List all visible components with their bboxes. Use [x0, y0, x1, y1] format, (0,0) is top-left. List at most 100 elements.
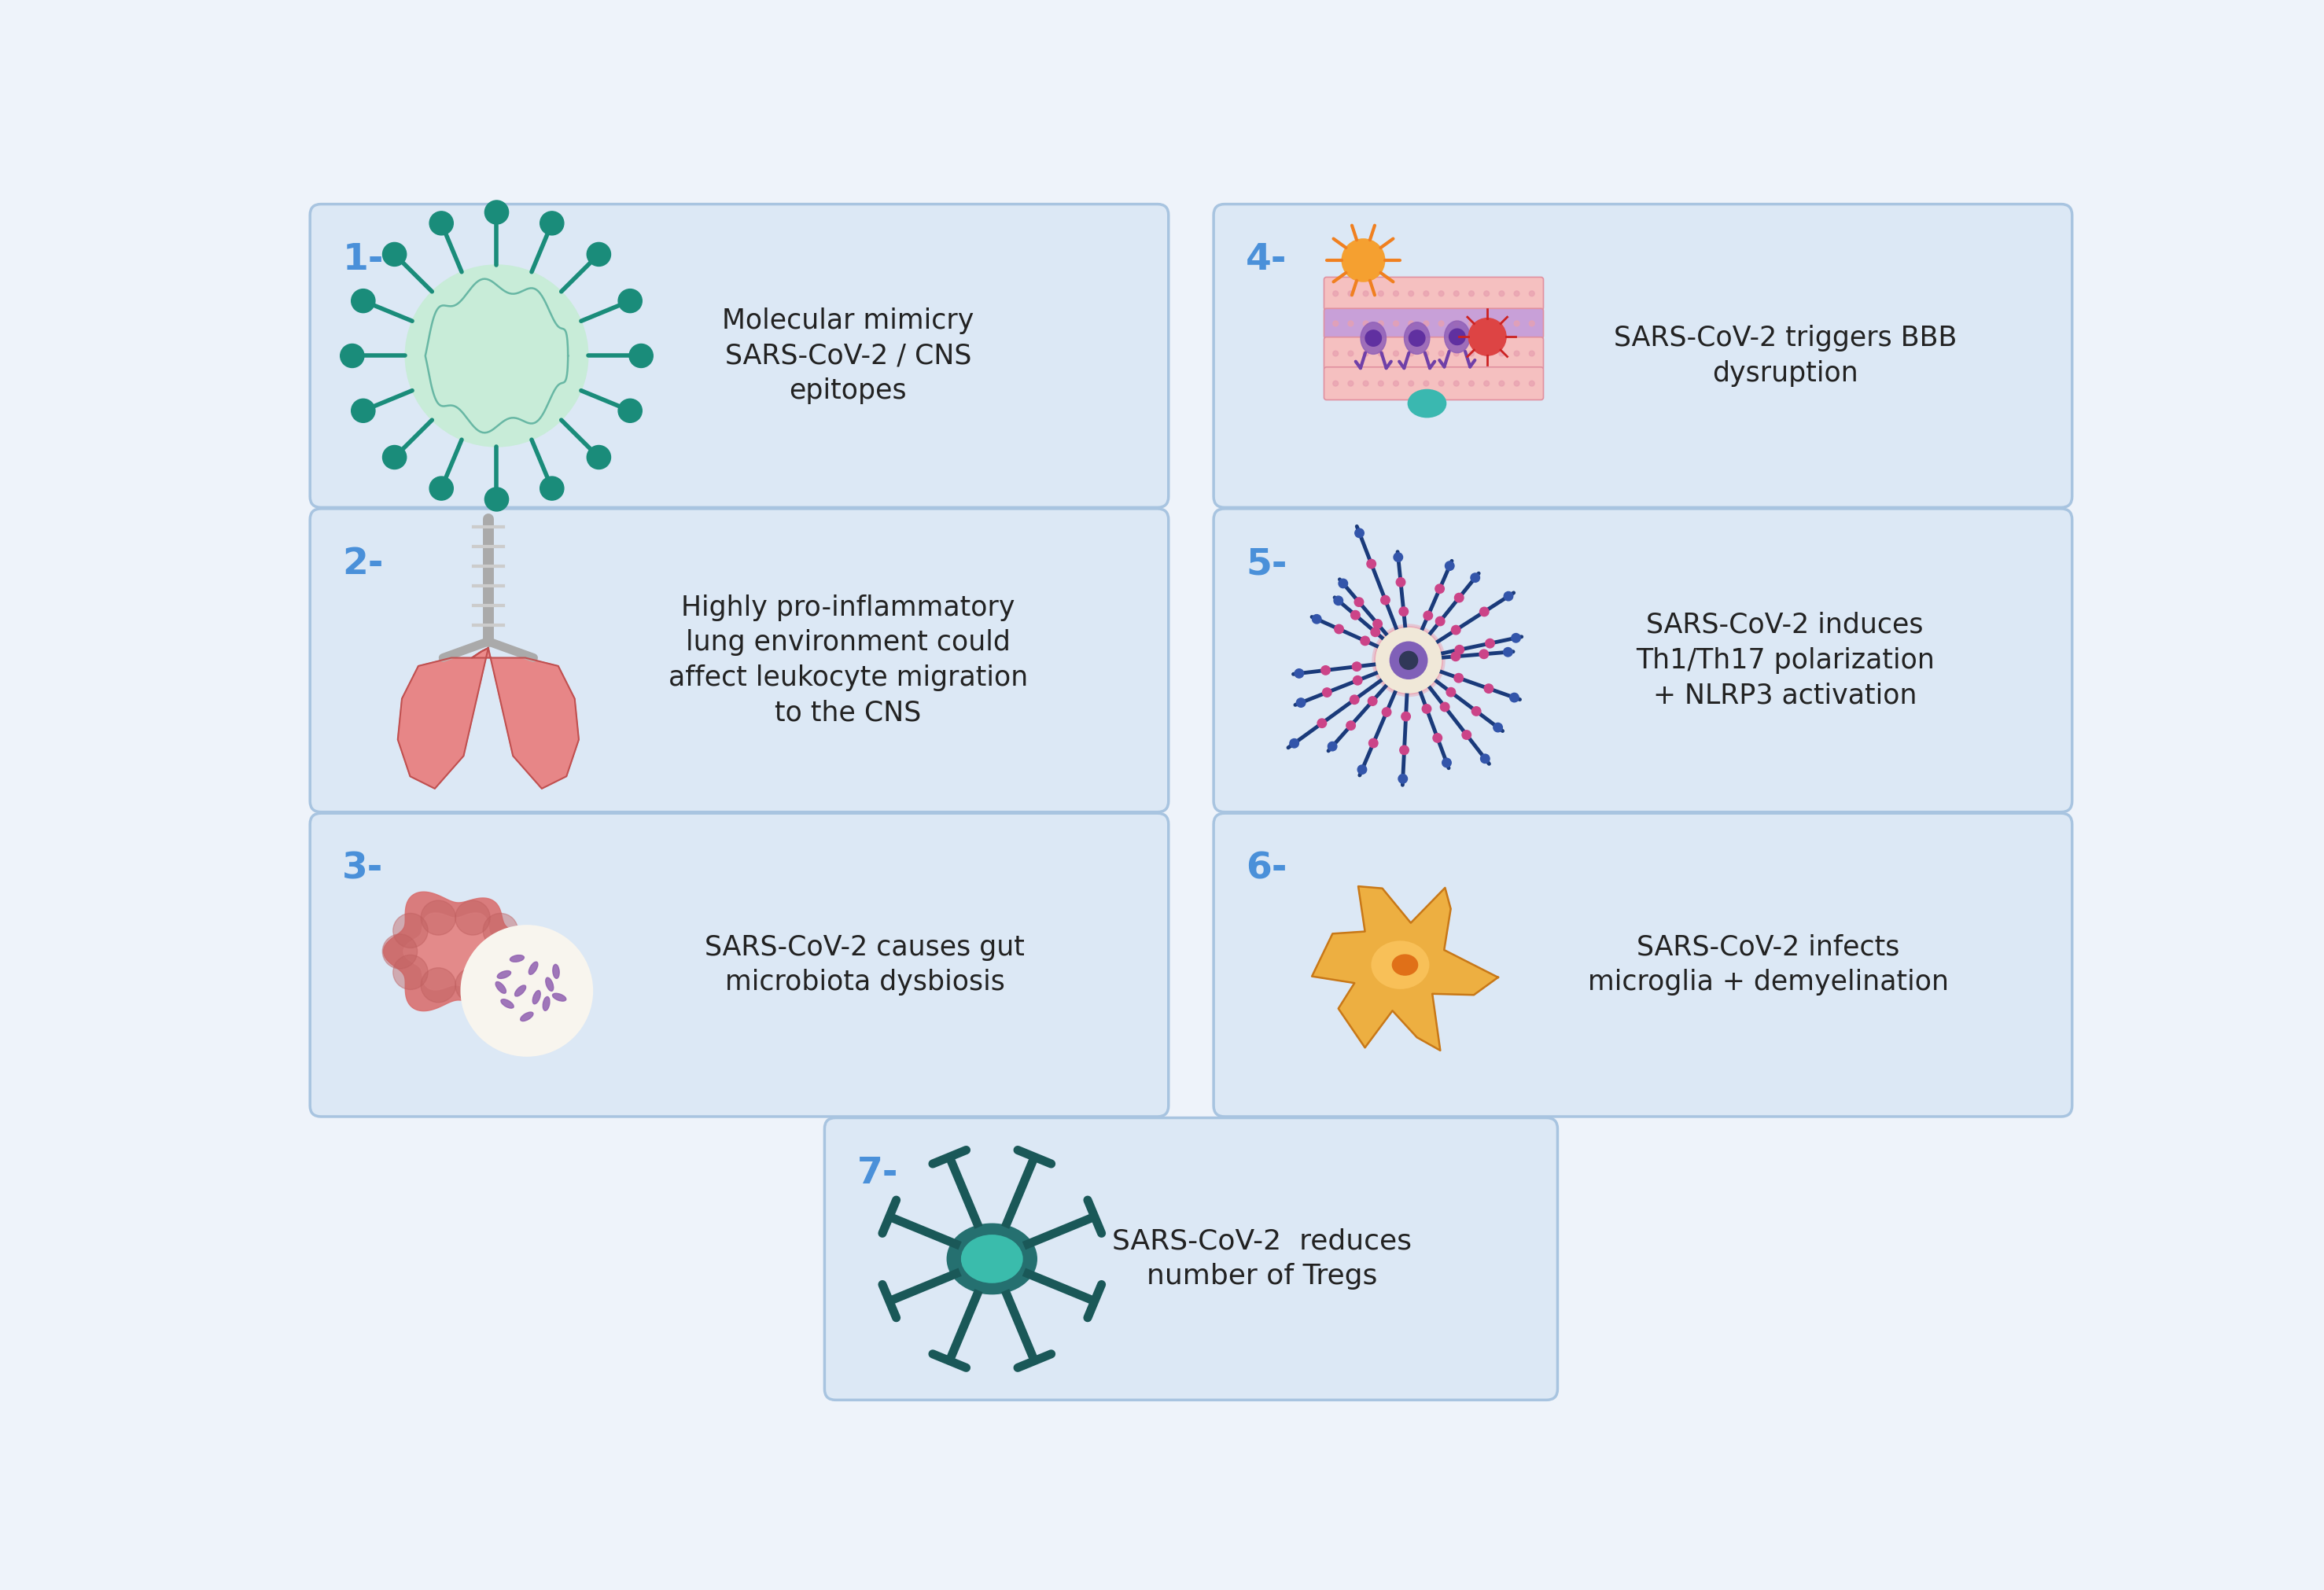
Circle shape	[1378, 291, 1383, 296]
Circle shape	[1434, 733, 1441, 743]
Polygon shape	[472, 649, 579, 789]
Circle shape	[1318, 719, 1327, 728]
FancyBboxPatch shape	[309, 812, 1169, 1116]
Ellipse shape	[544, 997, 551, 1011]
Circle shape	[1455, 321, 1459, 326]
Circle shape	[1334, 596, 1343, 606]
FancyBboxPatch shape	[309, 509, 1169, 812]
Circle shape	[404, 266, 588, 447]
Circle shape	[630, 343, 653, 367]
Circle shape	[1399, 652, 1418, 669]
Circle shape	[1425, 321, 1429, 326]
Circle shape	[1355, 528, 1364, 537]
Circle shape	[1364, 351, 1369, 356]
Text: SARS-CoV-2 causes gut
microbiota dysbiosis: SARS-CoV-2 causes gut microbiota dysbios…	[704, 933, 1025, 995]
Circle shape	[1469, 318, 1506, 356]
Circle shape	[1441, 703, 1450, 711]
Circle shape	[1334, 625, 1343, 633]
Circle shape	[539, 211, 565, 235]
Circle shape	[1394, 380, 1399, 386]
Circle shape	[1499, 321, 1504, 326]
Circle shape	[1452, 625, 1459, 634]
Circle shape	[1383, 708, 1392, 717]
Circle shape	[1341, 238, 1385, 281]
Circle shape	[1422, 704, 1432, 714]
Ellipse shape	[502, 999, 514, 1008]
Circle shape	[1439, 380, 1443, 386]
Text: 5-: 5-	[1246, 547, 1287, 582]
Circle shape	[1480, 607, 1490, 617]
Circle shape	[383, 243, 407, 266]
Circle shape	[1364, 321, 1369, 326]
Circle shape	[1513, 380, 1520, 386]
Circle shape	[456, 968, 490, 1002]
Circle shape	[1513, 351, 1520, 356]
Text: 1-: 1-	[342, 242, 383, 278]
Circle shape	[1322, 688, 1332, 696]
Circle shape	[1353, 676, 1362, 685]
Circle shape	[1469, 291, 1473, 296]
Circle shape	[1353, 661, 1362, 671]
Polygon shape	[397, 649, 488, 789]
Circle shape	[1348, 321, 1353, 326]
Circle shape	[1348, 380, 1353, 386]
Circle shape	[1371, 628, 1380, 636]
Circle shape	[1483, 380, 1490, 386]
Circle shape	[1469, 351, 1473, 356]
Circle shape	[1513, 321, 1520, 326]
Circle shape	[456, 900, 490, 935]
Circle shape	[1313, 615, 1322, 623]
Circle shape	[1455, 646, 1464, 653]
Circle shape	[1425, 291, 1429, 296]
Circle shape	[493, 933, 528, 968]
Circle shape	[1348, 351, 1353, 356]
Circle shape	[383, 445, 407, 469]
Circle shape	[1446, 687, 1455, 696]
FancyBboxPatch shape	[1213, 812, 2073, 1116]
Circle shape	[1380, 596, 1390, 604]
Circle shape	[1462, 730, 1471, 739]
Circle shape	[1425, 380, 1429, 386]
Circle shape	[486, 200, 509, 224]
Circle shape	[1499, 351, 1504, 356]
Ellipse shape	[1373, 943, 1427, 987]
Circle shape	[1399, 607, 1408, 615]
Text: 4-: 4-	[1246, 242, 1287, 278]
Circle shape	[1394, 321, 1399, 326]
Circle shape	[1397, 577, 1406, 587]
Circle shape	[1455, 351, 1459, 356]
Circle shape	[1443, 758, 1450, 768]
Circle shape	[1455, 593, 1464, 603]
Text: SARS-CoV-2 infects
microglia + demyelination: SARS-CoV-2 infects microglia + demyelina…	[1587, 933, 1950, 995]
Ellipse shape	[546, 978, 553, 991]
Circle shape	[539, 477, 565, 501]
Circle shape	[1483, 321, 1490, 326]
Ellipse shape	[532, 991, 541, 1003]
Circle shape	[1294, 669, 1304, 677]
Circle shape	[1504, 647, 1513, 657]
Text: 6-: 6-	[1246, 851, 1287, 887]
Text: SARS-CoV-2  reduces
number of Tregs: SARS-CoV-2 reduces number of Tregs	[1113, 1227, 1413, 1289]
Ellipse shape	[1446, 321, 1469, 353]
Circle shape	[1450, 652, 1459, 661]
Circle shape	[1439, 351, 1443, 356]
Text: 3-: 3-	[342, 851, 383, 887]
Circle shape	[588, 445, 611, 469]
Circle shape	[339, 343, 365, 367]
Circle shape	[1425, 351, 1429, 356]
Circle shape	[1511, 693, 1520, 703]
Circle shape	[1364, 331, 1380, 347]
Ellipse shape	[962, 1235, 1023, 1282]
Ellipse shape	[948, 1226, 1034, 1293]
Polygon shape	[1313, 886, 1499, 1051]
Circle shape	[1364, 291, 1369, 296]
Ellipse shape	[497, 971, 511, 978]
Circle shape	[1373, 626, 1443, 695]
Text: 2-: 2-	[342, 547, 383, 582]
Circle shape	[1334, 291, 1339, 296]
Text: Molecular mimicry
SARS-CoV-2 / CNS
epitopes: Molecular mimicry SARS-CoV-2 / CNS epito…	[723, 307, 974, 404]
Circle shape	[618, 289, 641, 313]
Ellipse shape	[1408, 390, 1446, 417]
Circle shape	[1394, 553, 1404, 561]
Circle shape	[1469, 380, 1473, 386]
